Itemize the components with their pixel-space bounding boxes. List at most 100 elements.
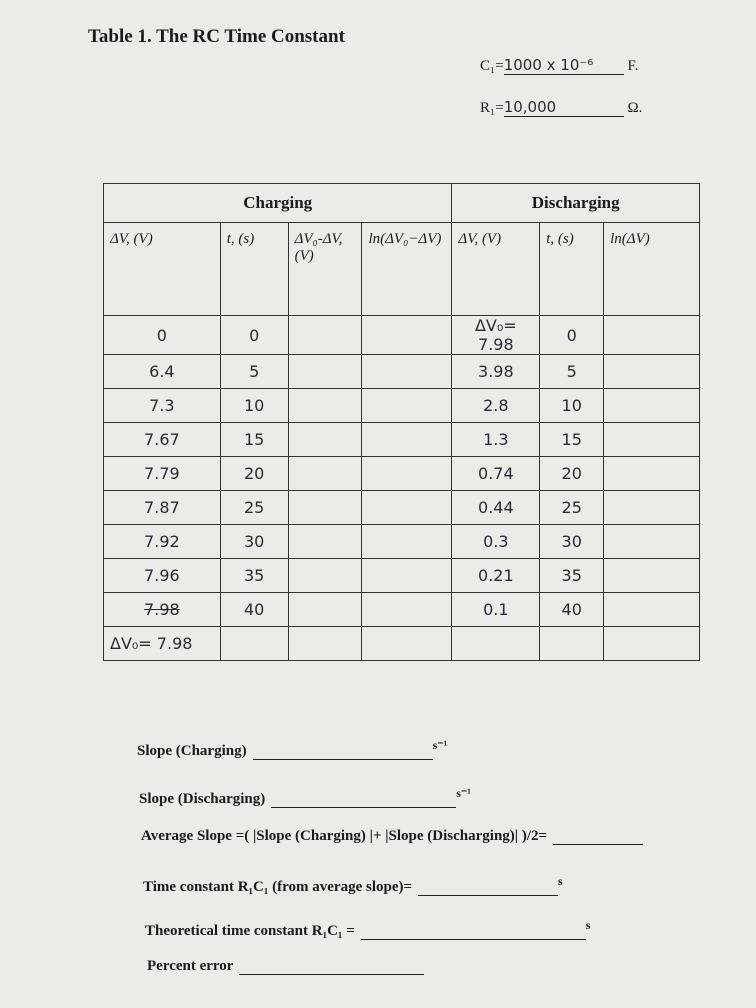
- data-table: Charging Discharging ΔV, (V) t, (s) ΔV₀-ΔV…: [102, 183, 700, 661]
- cell: 7.79: [103, 456, 221, 491]
- cell: [287, 456, 363, 491]
- cell: 7.92: [103, 524, 221, 559]
- cell: [361, 422, 453, 457]
- cell: [287, 524, 363, 559]
- data-row: 7.96 35 0.21 35: [103, 558, 700, 593]
- data-row: 7.98 40 0.1 40: [103, 592, 700, 627]
- cell: 7.87: [103, 490, 221, 525]
- data-row: 7.87 25 0.44 25: [103, 490, 700, 525]
- answer-line: [553, 830, 644, 845]
- title: Table 1. The RC Time Constant: [88, 26, 345, 47]
- cell: 7.98: [103, 592, 221, 627]
- value: 1000 x 10⁻⁶: [503, 56, 624, 75]
- question-label: Time constant R₁C₁ (from average slope)=: [143, 879, 413, 895]
- cell: 20: [539, 456, 605, 491]
- cell: 35: [219, 558, 289, 593]
- cell: 0.1: [451, 592, 541, 627]
- cell: 2.8: [451, 388, 541, 423]
- label: R₁=: [480, 100, 504, 116]
- question: Time constant R₁C₁ (from average slope)=…: [143, 874, 563, 896]
- cell: 7.96: [103, 558, 221, 593]
- group-header: Charging: [102, 183, 453, 223]
- cell: [603, 315, 700, 355]
- data-row: 7.92 30 0.3 30: [103, 524, 700, 559]
- cell: 15: [539, 422, 605, 457]
- cell: 35: [539, 558, 605, 593]
- cell: [539, 626, 605, 661]
- question-label: Slope (Discharging): [139, 791, 266, 807]
- value: 10,000: [503, 98, 624, 117]
- cell: 15: [219, 422, 289, 457]
- cell: [219, 626, 289, 661]
- cell: 20: [219, 456, 289, 491]
- group-row: Charging Discharging: [102, 183, 700, 223]
- question: Slope (Charging) s⁻¹: [137, 738, 447, 760]
- resistance: R₁=10,000 Ω.: [480, 98, 642, 117]
- cell: [361, 626, 453, 661]
- cell: [603, 388, 700, 423]
- cell: [451, 626, 541, 661]
- cell: [603, 558, 700, 593]
- cell: 0: [219, 315, 289, 355]
- cell: 0: [539, 315, 605, 355]
- cell: 10: [539, 388, 605, 423]
- answer-line: [360, 925, 586, 940]
- data-row: 7.79 20 0.74 20: [103, 456, 700, 491]
- group-header: Discharging: [451, 183, 700, 223]
- cell: [287, 558, 363, 593]
- cell: [287, 422, 363, 457]
- cell: [361, 490, 453, 525]
- cell: 0: [103, 315, 221, 355]
- unit: s⁻¹: [456, 786, 471, 800]
- data-row: 0 0 ΔV₀= 7.98 0: [103, 315, 700, 355]
- data-row: 7.67 15 1.3 15: [103, 422, 700, 457]
- cell: 40: [219, 592, 289, 627]
- question: Average Slope =( |Slope (Charging) |+ |S…: [141, 828, 644, 845]
- answer-line: [239, 960, 425, 975]
- question-label: Average Slope =( |Slope (Charging) |+ |S…: [141, 828, 548, 844]
- cell: [287, 592, 363, 627]
- cell: [603, 626, 700, 661]
- cell: 25: [219, 490, 289, 525]
- cell: 0.74: [451, 456, 541, 491]
- cell: 5: [539, 354, 605, 389]
- answer-line: [271, 793, 457, 808]
- cell: [287, 315, 363, 355]
- cell: 0.44: [451, 490, 541, 525]
- answer-line: [252, 745, 433, 760]
- cell: 10: [219, 388, 289, 423]
- cell: 7.67: [103, 422, 221, 457]
- data-row: 7.3 10 2.8 10: [103, 388, 700, 423]
- cell: [603, 354, 700, 389]
- unit: s: [558, 874, 563, 888]
- cell: [287, 490, 363, 525]
- cell: [361, 524, 453, 559]
- label: C₁=: [480, 58, 504, 74]
- column-header: ΔV, (V): [451, 222, 541, 316]
- cell: 40: [539, 592, 605, 627]
- cell: [361, 315, 453, 355]
- cell: [287, 388, 363, 423]
- unit: s: [585, 918, 591, 932]
- cell: [287, 354, 363, 389]
- column-row: ΔV, (V) t, (s) ΔV₀-ΔV, (V) ln(ΔV₀−ΔV) ΔV, (V…: [103, 222, 700, 316]
- column-header: ΔV₀-ΔV, (V): [287, 222, 363, 316]
- column-header: t, (s): [219, 222, 289, 316]
- cell: [603, 422, 700, 457]
- cell: [603, 592, 700, 627]
- unit: Ω.: [627, 100, 643, 116]
- cell: [361, 388, 453, 423]
- unit: F.: [627, 58, 639, 74]
- cell: ΔV₀= 7.98: [103, 626, 221, 661]
- cell: [361, 456, 453, 491]
- cell: 3.98: [451, 354, 541, 389]
- cell: [603, 456, 700, 491]
- cell: 7.3: [103, 388, 221, 423]
- cell: 30: [219, 524, 289, 559]
- column-header: ln(ΔV₀−ΔV): [361, 222, 453, 316]
- final-row: ΔV₀= 7.98: [103, 626, 700, 661]
- cell: [361, 354, 453, 389]
- cell: [603, 490, 700, 525]
- question: Slope (Discharging) s⁻¹: [139, 786, 471, 808]
